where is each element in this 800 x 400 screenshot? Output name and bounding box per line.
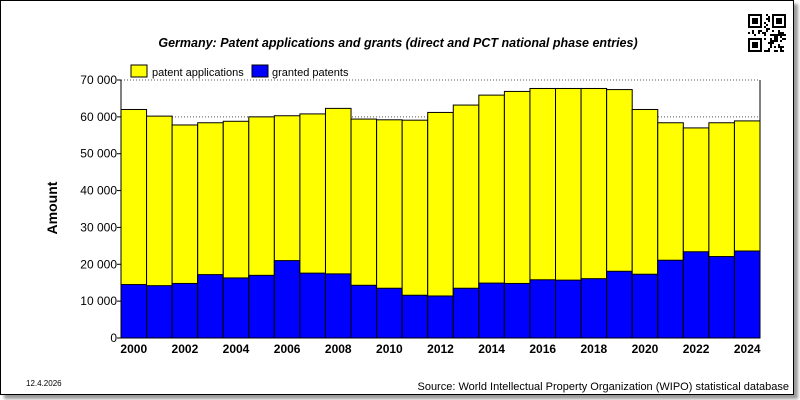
footer-date: 12.4.2026 bbox=[26, 379, 62, 388]
y-tick-label: 60 000 bbox=[80, 110, 117, 124]
bar-granted bbox=[222, 277, 250, 339]
bar-granted bbox=[606, 270, 633, 339]
y-tick-label: 20 000 bbox=[80, 257, 117, 271]
y-tick-label: 40 000 bbox=[80, 184, 117, 198]
x-tick-label: 2012 bbox=[427, 342, 454, 356]
x-tick-label: 2014 bbox=[478, 342, 505, 356]
legend-label-applications: patent applications bbox=[152, 67, 244, 79]
bar-granted bbox=[299, 272, 326, 339]
bar-granted bbox=[733, 250, 761, 339]
y-tick-labels: 0 10 000 20 000 30 000 40 000 50 000 60 000 70 … bbox=[80, 73, 121, 345]
y-tick-label: 10 000 bbox=[80, 294, 117, 308]
bar-granted bbox=[171, 282, 199, 339]
bar-granted bbox=[376, 287, 403, 339]
qr-code-icon bbox=[748, 14, 786, 52]
bar-granted bbox=[503, 282, 531, 339]
bar-granted bbox=[580, 278, 608, 339]
bar-granted bbox=[478, 282, 505, 339]
y-tick-label: 70 000 bbox=[80, 73, 117, 87]
legend-label-granted: granted patents bbox=[272, 67, 349, 79]
bar-granted bbox=[120, 284, 148, 339]
bar-granted bbox=[197, 274, 224, 339]
footer-source: Source: World Intellectual Property Orga… bbox=[417, 381, 789, 393]
axes bbox=[120, 80, 761, 339]
x-tick-label: 2004 bbox=[223, 342, 250, 356]
bar-granted bbox=[555, 279, 582, 339]
bar-granted bbox=[452, 287, 480, 339]
y-axis-label: Amount bbox=[44, 181, 60, 234]
legend: patent applications granted patents bbox=[130, 64, 349, 79]
x-tick-label: 2000 bbox=[120, 342, 147, 356]
y-tick-label: 50 000 bbox=[80, 147, 117, 161]
x-tick-label: 2020 bbox=[632, 342, 659, 356]
bar-granted bbox=[248, 274, 275, 339]
bar-granted bbox=[146, 285, 173, 339]
x-tick-label: 2018 bbox=[581, 342, 608, 356]
x-tick-label: 2002 bbox=[172, 342, 199, 356]
legend-swatch-applications bbox=[130, 64, 148, 78]
legend-swatch-granted bbox=[251, 64, 269, 78]
x-tick-label: 2022 bbox=[683, 342, 710, 356]
x-tick-label: 2006 bbox=[274, 342, 301, 356]
x-tick-label: 2024 bbox=[734, 342, 761, 356]
y-tick-label: 0 bbox=[110, 331, 117, 345]
bar-granted bbox=[657, 259, 684, 339]
chart-title: Germany: Patent applications and grants … bbox=[158, 36, 637, 50]
bar-granted bbox=[708, 256, 735, 339]
x-tick-labels: 2000 2002 2004 2006 2008 2010 2012 2014 2016 2018… bbox=[120, 342, 760, 356]
bar-granted bbox=[401, 294, 429, 339]
bar-granted bbox=[273, 260, 301, 339]
x-tick-label: 2008 bbox=[325, 342, 352, 356]
bar-granted bbox=[631, 273, 659, 339]
bar-granted bbox=[324, 273, 352, 339]
bar-granted bbox=[350, 284, 378, 339]
x-tick-label: 2016 bbox=[529, 342, 556, 356]
bar-granted bbox=[682, 251, 710, 339]
bar-granted bbox=[529, 279, 557, 339]
bars bbox=[120, 87, 761, 339]
x-tick-label: 2010 bbox=[376, 342, 403, 356]
y-tick-label: 30 000 bbox=[80, 220, 117, 234]
bar-granted bbox=[427, 295, 454, 339]
